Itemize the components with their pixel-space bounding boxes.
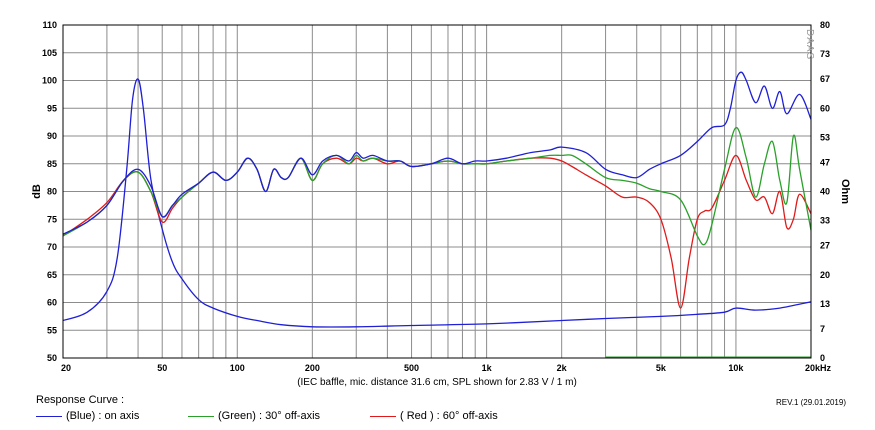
y-tick-label-left: 70 [47,242,57,252]
legend-item-green: (Green) : 30° off-axis [188,410,320,422]
y-tick-label-right: 33 [820,216,830,226]
series-line-impedance [62,78,812,328]
y-tick-label-left: 55 [47,325,57,335]
x-tick-label: 200 [305,363,320,373]
y-tick-label-left: 90 [47,131,57,141]
y-tick-label-left: 85 [47,159,57,169]
legend-label-red: ( Red ) : 60° off-axis [400,410,498,422]
legend-item-blue: (Blue) : on axis [36,410,139,422]
y-tick-label-left: 100 [42,76,57,86]
series-lines [62,71,812,328]
x-tick-label: 500 [404,363,419,373]
series-line-on-axis [62,71,812,235]
x-tick-label: 50 [157,363,167,373]
x-tick-label: 100 [230,363,245,373]
x-tick-label: 5k [656,363,667,373]
y-tick-label-right: 20 [820,270,830,280]
y-tick-label-right: 40 [820,187,830,197]
y-tick-label-right: 27 [820,241,830,251]
x-tick-label: 10k [728,363,744,373]
y-tick-label-right: 73 [820,49,830,59]
y-tick-label-left: 65 [47,270,57,280]
y-tick-label-left: 60 [47,298,57,308]
y-tick-label-right: 60 [820,103,830,113]
series-line-30deg [62,127,812,246]
series-line-60deg [62,154,812,309]
y-tick-label-right: 0 [820,353,825,363]
legend-swatch-red [370,415,396,417]
x-axis-label: (IEC baffle, mic. distance 31.6 cm, SPL … [297,377,577,388]
y-tick-label-left: 105 [42,48,57,58]
legend-label-green: (Green) : 30° off-axis [218,410,321,422]
legend-title: Response Curve : [36,394,125,406]
y-tick-label-left: 80 [47,187,57,197]
y-tick-label-left: 110 [42,20,57,30]
legend-label-blue: (Blue) : on axis [66,410,140,422]
y-axis-label-right: Ohm [839,179,851,204]
y-tick-label-right: 7 [820,324,825,334]
legend-swatch-blue [36,415,62,417]
y-axis-label-left: dB [31,184,43,199]
legend-item-red: ( Red ) : 60° off-axis [370,410,498,422]
y-tick-label-right: 67 [820,74,830,84]
y-tick-label-right: 13 [820,299,830,309]
y-tick-label-left: 50 [47,353,57,363]
daas-watermark: DAAS [804,29,815,60]
legend-swatch-green [188,415,214,417]
revision-label: REV.1 (29.01.2019) [776,398,846,407]
tick-labels: 20 50 100 200 500 1k 2k 5k 10k 20kHz5055606570758… [42,20,832,373]
grid [62,24,812,359]
x-tick-label: 2k [557,363,568,373]
plot-frame [62,24,812,359]
y-tick-label-right: 47 [820,157,830,167]
x-tick-label: 1k [482,363,493,373]
y-tick-label-right: 53 [820,132,830,142]
y-tick-label-left: 95 [47,103,57,113]
y-tick-label-left: 75 [47,214,57,224]
y-tick-label-right: 80 [820,20,830,30]
x-tick-label: 20 [61,363,71,373]
x-tick-label: 20kHz [805,363,832,373]
